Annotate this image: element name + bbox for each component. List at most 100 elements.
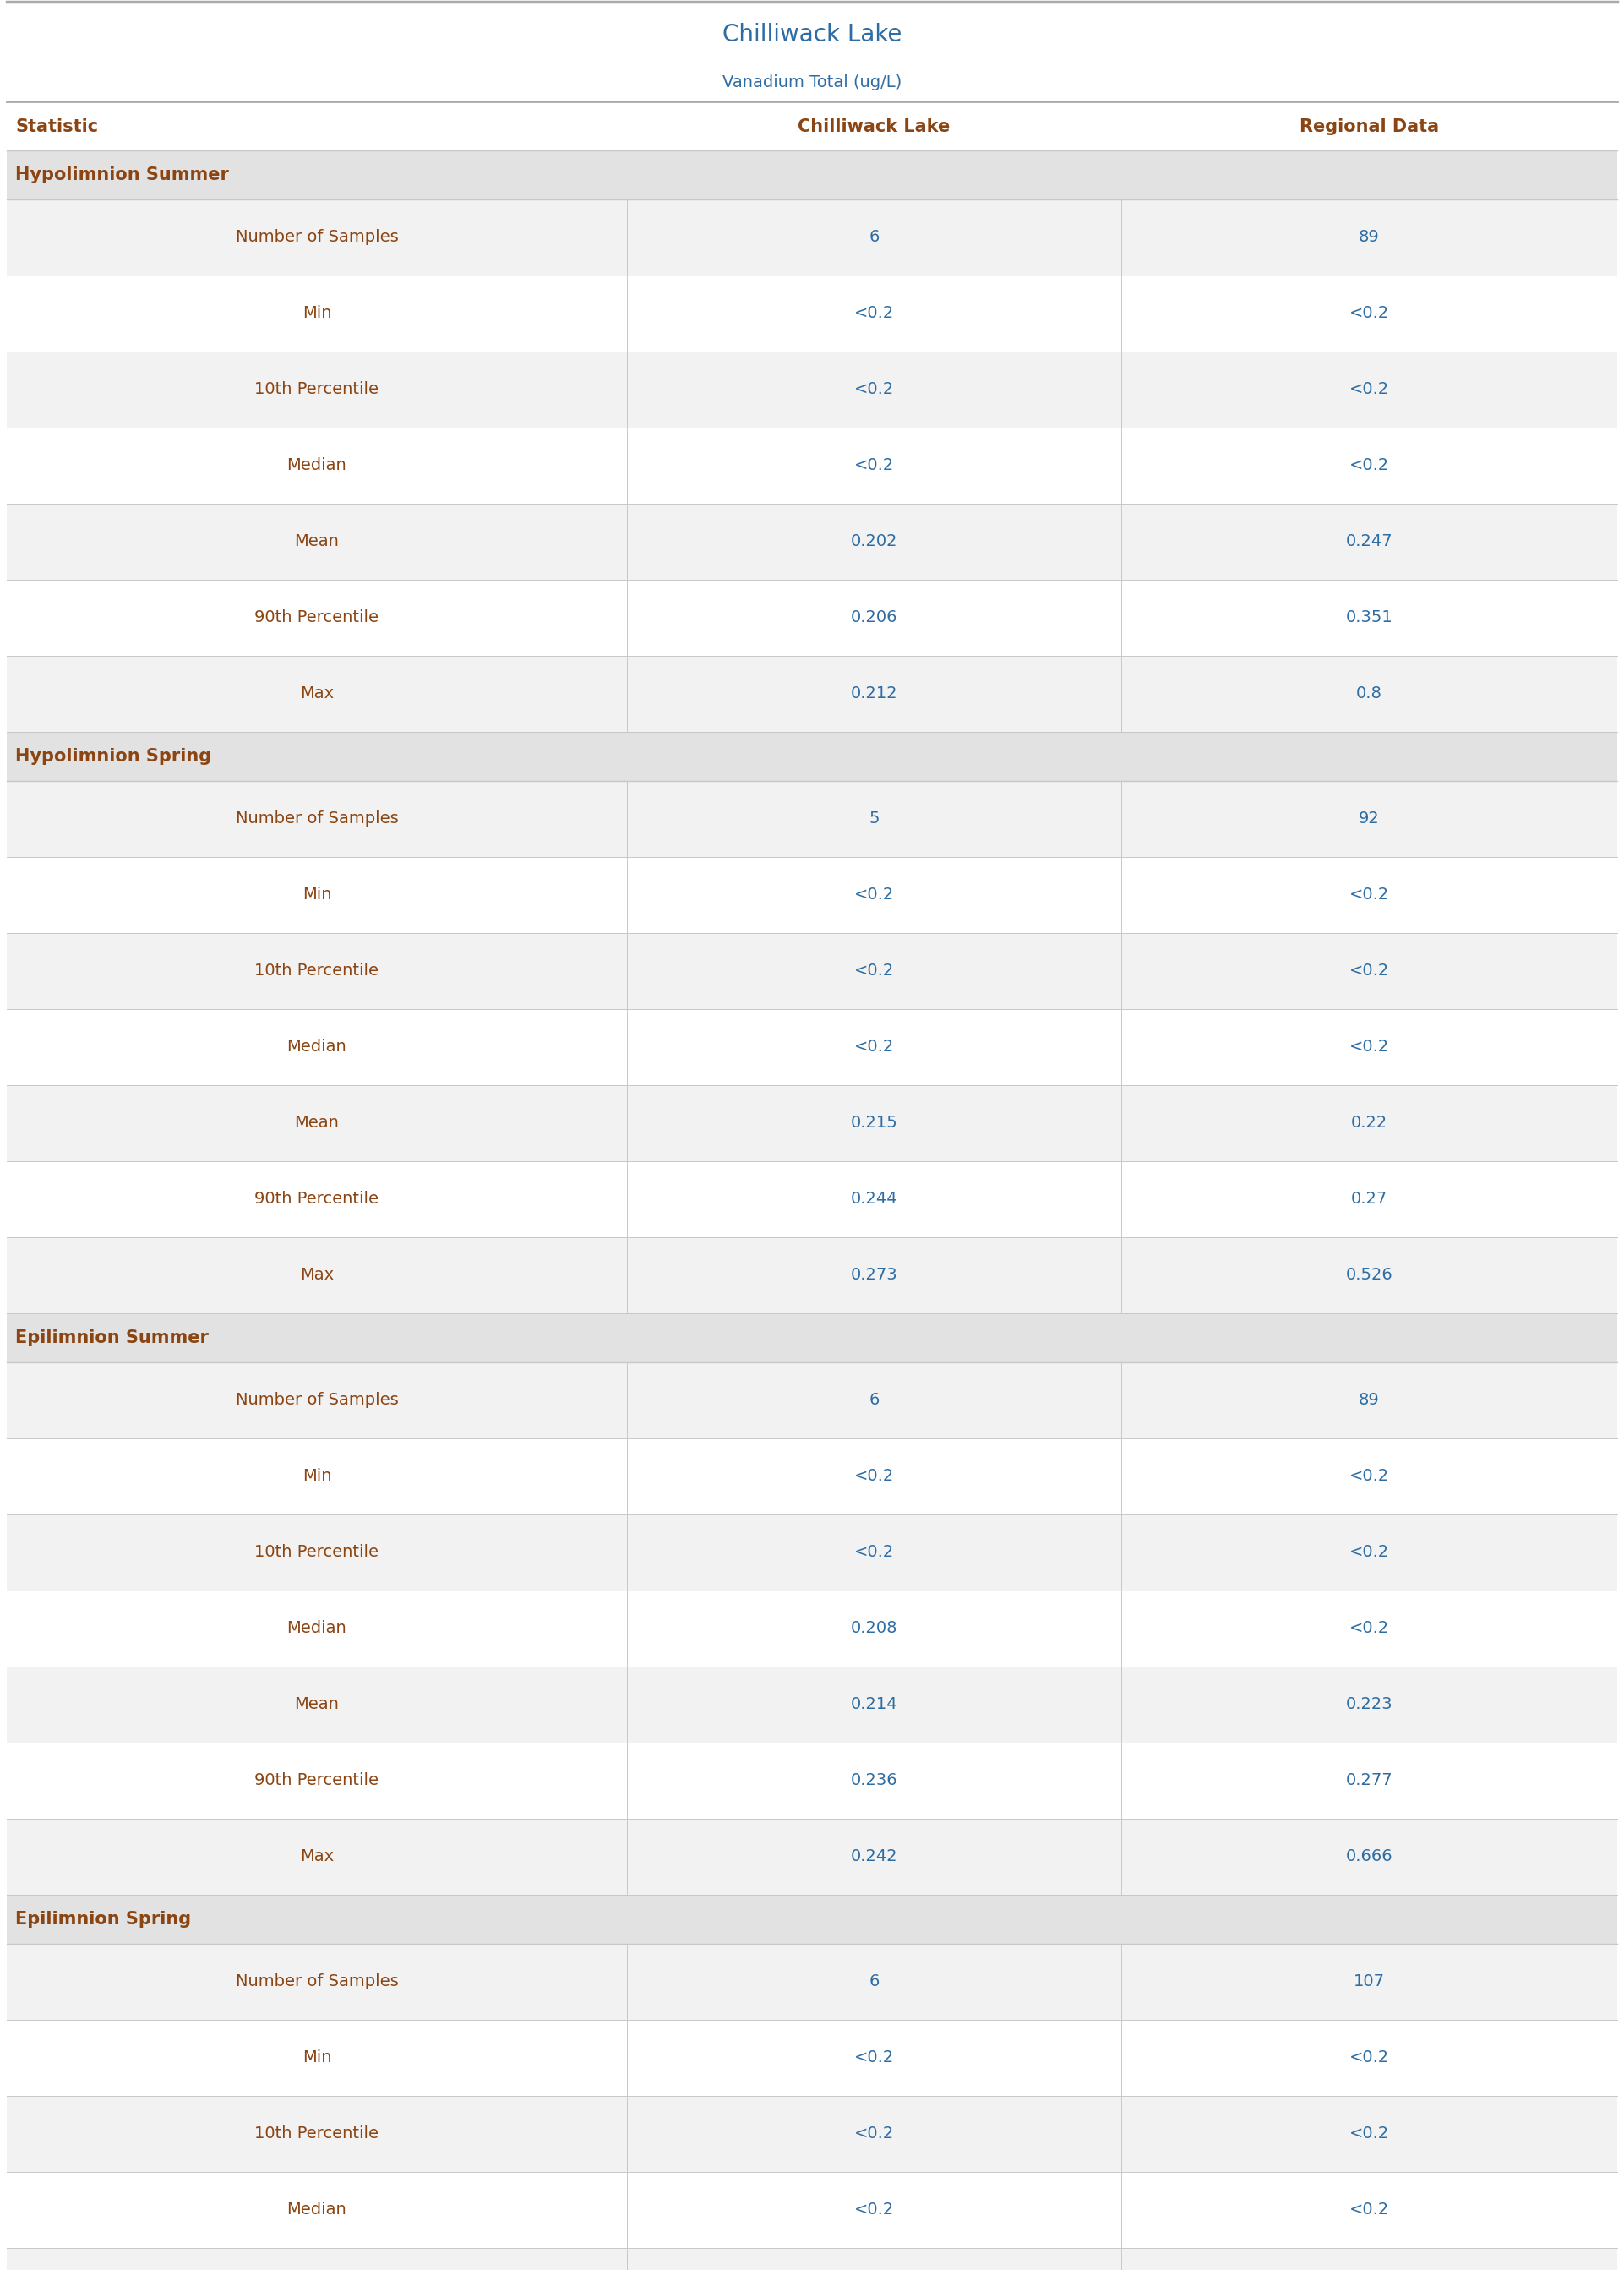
Text: Hypolimnion Spring: Hypolimnion Spring — [15, 747, 211, 765]
Text: 0.212: 0.212 — [851, 686, 898, 701]
Bar — [6, 656, 1618, 731]
Text: Number of Samples: Number of Samples — [235, 229, 398, 245]
Text: Min: Min — [302, 888, 331, 903]
Text: Statistic: Statistic — [15, 118, 97, 136]
Text: Min: Min — [302, 1469, 331, 1485]
Text: 90th Percentile: 90th Percentile — [255, 1773, 378, 1789]
Text: 0.351: 0.351 — [1346, 611, 1393, 627]
Text: 0.215: 0.215 — [851, 1115, 898, 1130]
Text: 0.206: 0.206 — [851, 611, 898, 627]
Text: <0.2: <0.2 — [854, 1469, 893, 1485]
Text: <0.2: <0.2 — [1350, 1621, 1389, 1637]
Text: <0.2: <0.2 — [854, 459, 893, 474]
Text: <0.2: <0.2 — [854, 888, 893, 903]
Bar — [6, 2172, 1618, 2247]
Text: <0.2: <0.2 — [1350, 2127, 1389, 2143]
Bar — [6, 858, 1618, 933]
Text: 0.214: 0.214 — [851, 1696, 898, 1712]
Text: Mean: Mean — [294, 1696, 339, 1712]
Text: Median: Median — [287, 1040, 346, 1056]
Bar — [6, 1085, 1618, 1162]
Bar — [6, 1362, 1618, 1439]
Text: Max: Max — [300, 1848, 333, 1864]
Bar — [6, 579, 1618, 656]
Bar — [6, 275, 1618, 352]
Text: <0.2: <0.2 — [854, 1040, 893, 1056]
Bar — [6, 2247, 1618, 2270]
Bar — [6, 352, 1618, 427]
Text: Median: Median — [287, 1621, 346, 1637]
Text: Hypolimnion Summer: Hypolimnion Summer — [15, 166, 229, 184]
Text: <0.2: <0.2 — [1350, 1469, 1389, 1485]
Text: <0.2: <0.2 — [1350, 962, 1389, 978]
Text: 0.277: 0.277 — [1346, 1773, 1393, 1789]
Text: Regional Data: Regional Data — [1299, 118, 1439, 136]
Text: <0.2: <0.2 — [1350, 1544, 1389, 1559]
Text: <0.2: <0.2 — [854, 2202, 893, 2218]
Bar — [6, 150, 1618, 200]
Bar — [6, 2020, 1618, 2095]
Text: <0.2: <0.2 — [854, 381, 893, 397]
Text: 89: 89 — [1359, 1392, 1380, 1407]
Bar — [6, 5, 1618, 64]
Text: 0.22: 0.22 — [1351, 1115, 1387, 1130]
Text: <0.2: <0.2 — [1350, 888, 1389, 903]
Text: 0.247: 0.247 — [1346, 533, 1393, 549]
Text: 107: 107 — [1353, 1975, 1385, 1991]
Bar — [6, 1237, 1618, 1314]
Text: 0.526: 0.526 — [1346, 1267, 1393, 1283]
Bar — [6, 1162, 1618, 1237]
Bar — [6, 731, 1618, 781]
Text: Max: Max — [300, 686, 333, 701]
Text: 0.244: 0.244 — [851, 1192, 898, 1208]
Text: 10th Percentile: 10th Percentile — [255, 2127, 378, 2143]
Text: <0.2: <0.2 — [854, 962, 893, 978]
Text: 10th Percentile: 10th Percentile — [255, 962, 378, 978]
Text: 10th Percentile: 10th Percentile — [255, 381, 378, 397]
Text: Median: Median — [287, 2202, 346, 2218]
Bar — [6, 1314, 1618, 1362]
Bar — [6, 1514, 1618, 1591]
Bar — [6, 200, 1618, 275]
Text: 0.202: 0.202 — [851, 533, 898, 549]
Text: 6: 6 — [869, 1975, 879, 1991]
Text: 0.208: 0.208 — [851, 1621, 898, 1637]
Text: 0.236: 0.236 — [851, 1773, 898, 1789]
Text: <0.2: <0.2 — [854, 306, 893, 322]
Text: Number of Samples: Number of Samples — [235, 810, 398, 826]
Text: Mean: Mean — [294, 1115, 339, 1130]
Text: Mean: Mean — [294, 533, 339, 549]
Text: 0.273: 0.273 — [851, 1267, 898, 1283]
Text: Min: Min — [302, 306, 331, 322]
Text: 90th Percentile: 90th Percentile — [255, 1192, 378, 1208]
Text: 0.242: 0.242 — [851, 1848, 898, 1864]
Bar — [6, 1743, 1618, 1818]
Text: 0.666: 0.666 — [1346, 1848, 1393, 1864]
Text: Chilliwack Lake: Chilliwack Lake — [797, 118, 950, 136]
Text: Epilimnion Summer: Epilimnion Summer — [15, 1330, 208, 1346]
Text: Number of Samples: Number of Samples — [235, 1975, 398, 1991]
Text: 0.223: 0.223 — [1346, 1696, 1393, 1712]
Bar — [6, 1591, 1618, 1666]
Text: 0.27: 0.27 — [1351, 1192, 1387, 1208]
Text: 10th Percentile: 10th Percentile — [255, 1544, 378, 1559]
Text: Epilimnion Spring: Epilimnion Spring — [15, 1911, 192, 1927]
Bar — [6, 933, 1618, 1010]
Bar — [6, 504, 1618, 579]
Text: <0.2: <0.2 — [1350, 1040, 1389, 1056]
Bar — [6, 2095, 1618, 2172]
Text: <0.2: <0.2 — [854, 2050, 893, 2066]
Text: 90th Percentile: 90th Percentile — [255, 611, 378, 627]
Text: Number of Samples: Number of Samples — [235, 1392, 398, 1407]
Text: 6: 6 — [869, 1392, 879, 1407]
Bar — [6, 1666, 1618, 1743]
Text: Vanadium Total (ug/L): Vanadium Total (ug/L) — [723, 75, 901, 91]
Text: Median: Median — [287, 459, 346, 474]
Text: <0.2: <0.2 — [1350, 306, 1389, 322]
Text: <0.2: <0.2 — [1350, 2202, 1389, 2218]
Text: 0.8: 0.8 — [1356, 686, 1382, 701]
Text: 89: 89 — [1359, 229, 1380, 245]
Text: <0.2: <0.2 — [1350, 459, 1389, 474]
Text: Min: Min — [302, 2050, 331, 2066]
Text: 5: 5 — [869, 810, 879, 826]
